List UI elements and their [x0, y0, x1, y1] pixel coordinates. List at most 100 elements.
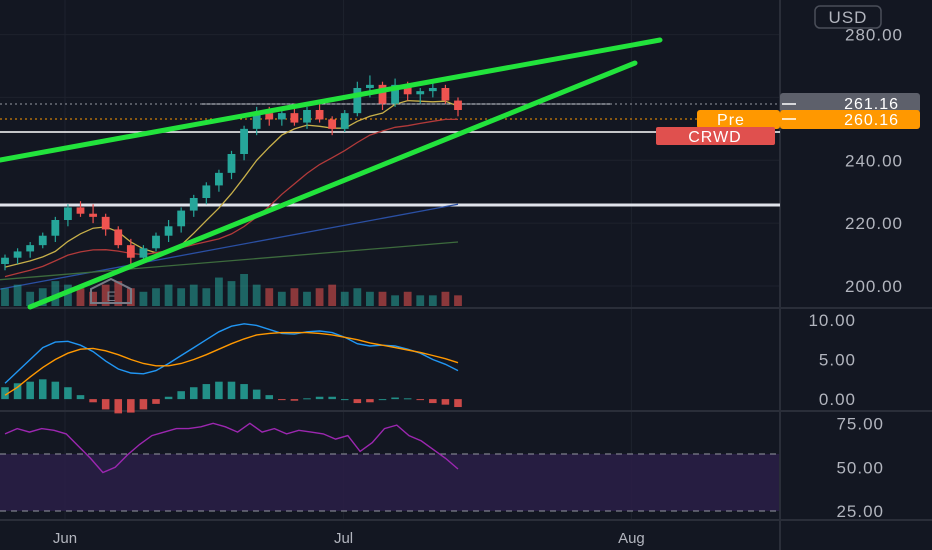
- volume-bar: [1, 288, 9, 306]
- macd-histogram-bar: [454, 399, 462, 408]
- candle-body: [454, 100, 462, 110]
- volume-bar: [51, 281, 60, 306]
- candle-body: [38, 235, 47, 246]
- volume-bar: [26, 291, 35, 306]
- candle-body: [303, 110, 311, 123]
- candle-body: [353, 88, 362, 114]
- candle-body: [177, 210, 186, 227]
- macd-histogram-bar: [114, 399, 123, 414]
- volume-bar: [252, 284, 261, 306]
- date-tick-label: Jun: [53, 530, 77, 547]
- candle-body: [277, 113, 286, 120]
- candle-body: [428, 88, 437, 92]
- candle-body: [265, 113, 274, 120]
- volume-bar: [454, 295, 462, 306]
- macd-histogram-bar: [38, 379, 47, 400]
- macd-histogram-bar: [127, 399, 135, 413]
- candle-body: [189, 198, 198, 211]
- macd-histogram-bar: [353, 399, 362, 404]
- last-price-tag-bg: [780, 93, 920, 113]
- earnings-marker[interactable]: E: [90, 277, 132, 304]
- rsi-tick-label: 75.00: [836, 414, 884, 433]
- volume-bar: [152, 288, 160, 306]
- candle-body: [26, 245, 35, 252]
- symbol-tag[interactable]: CRWD: [656, 127, 775, 146]
- candle-body: [202, 185, 211, 198]
- volume-bar: [428, 295, 437, 306]
- symbol-tag-bg: [656, 127, 775, 145]
- price-axis[interactable]: 200.00 220.00 240.00 280.00 0.00 5.00 10.00 25.…: [808, 26, 903, 522]
- candle-body: [164, 226, 173, 236]
- macd-histogram-bar: [101, 399, 110, 410]
- candle-body: [139, 248, 148, 258]
- sma-mid-line: [4, 118, 458, 278]
- macd-histogram-bar: [391, 397, 399, 400]
- upper-trendline[interactable]: [0, 37, 663, 163]
- currency-button-frame: [814, 5, 882, 29]
- macd-histogram-bar: [366, 399, 374, 403]
- macd-histogram-bar: [252, 389, 261, 400]
- macd-panel: [1, 323, 462, 414]
- macd-histogram-bar: [64, 387, 72, 400]
- sma-long-line: [0, 241, 459, 281]
- candle-body: [1, 257, 9, 264]
- signal-line: [4, 331, 459, 396]
- macd-histogram-bar: [441, 399, 450, 405]
- lower-trendline[interactable]: [27, 60, 638, 310]
- rsi-line: [4, 422, 459, 474]
- earnings-label: E: [106, 288, 115, 304]
- macd-tick-label: 0.00: [819, 390, 856, 409]
- rsi-tick-label: 25.00: [836, 502, 884, 521]
- volume-bar: [366, 291, 374, 306]
- candle-body: [391, 84, 399, 104]
- candle-body: [403, 84, 412, 95]
- macd-histogram-bar: [13, 383, 22, 400]
- volume-bar: [202, 288, 211, 306]
- pre-label-bg: [697, 110, 780, 129]
- rsi-panel: [4, 422, 459, 474]
- rsi-tick-label: 50.00: [836, 458, 884, 477]
- time-axis[interactable]: Jun Jul Aug: [53, 530, 645, 547]
- date-tick-label: Jul: [334, 530, 353, 547]
- price-tick-label: 240.00: [845, 151, 903, 170]
- candle-body: [416, 91, 425, 95]
- volume-bar: [76, 288, 85, 306]
- volume-bar: [64, 284, 72, 306]
- macd-histogram-bar: [278, 399, 286, 401]
- candle-body: [340, 113, 349, 129]
- volume-bar: [353, 288, 362, 306]
- macd-histogram-bar: [76, 395, 85, 400]
- candle-body: [13, 251, 22, 258]
- price-tick-label: 220.00: [845, 214, 903, 233]
- candle-body: [441, 88, 450, 101]
- candle-body: [89, 213, 97, 217]
- candle-body: [328, 119, 337, 129]
- macd-histogram-bar: [164, 396, 173, 400]
- volume-bar: [164, 284, 173, 306]
- macd-histogram-bar: [89, 399, 97, 403]
- macd-histogram-bar: [1, 387, 9, 400]
- volume-bar: [177, 288, 186, 306]
- pre-price-tag[interactable]: Pre 260.16: [697, 110, 920, 129]
- candle-body: [378, 84, 387, 104]
- macd-tick-label: 10.00: [808, 311, 856, 330]
- currency-button[interactable]: USD: [814, 5, 882, 29]
- candle-body: [51, 220, 60, 236]
- macd-histogram-bar: [240, 384, 248, 400]
- volume-bar: [38, 288, 47, 306]
- sma-fast-line: [4, 99, 459, 268]
- price-tick-label: 280.00: [845, 26, 903, 45]
- candle-body: [366, 84, 374, 88]
- candle-body: [240, 128, 248, 154]
- last-price-tag[interactable]: 261.16: [780, 93, 920, 113]
- macd-histogram-bar: [378, 399, 387, 401]
- volume-bar: [290, 288, 299, 306]
- candle-body: [315, 110, 324, 120]
- pre-label: Pre: [717, 112, 745, 129]
- macd-histogram-bar: [177, 391, 185, 400]
- macd-histogram-bar: [215, 381, 223, 400]
- candle-body: [152, 235, 160, 249]
- sma-slow-line: [0, 203, 459, 290]
- rsi-band: [0, 454, 780, 511]
